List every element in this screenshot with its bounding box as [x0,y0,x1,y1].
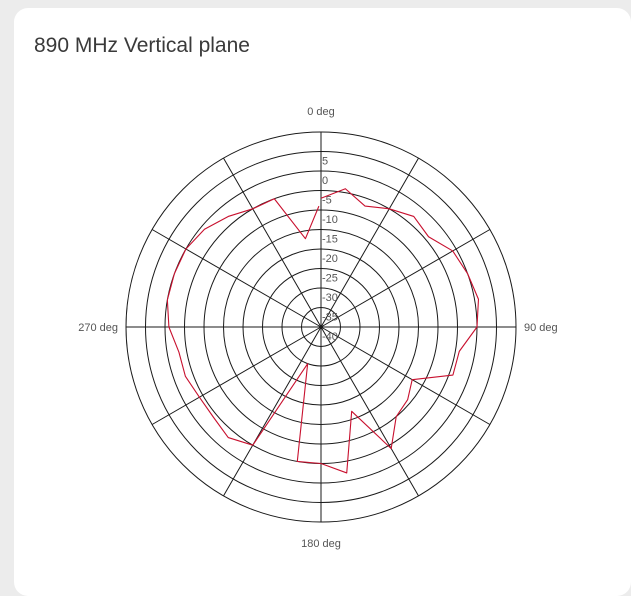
radial-tick-labels: 5 0 -5 -10 -15 -20 -25 -30 -35 -40 [322,156,338,344]
grid-spoke [320,157,419,328]
radial-tick-label: -15 [322,234,338,246]
radial-tick-label: -35 [322,312,338,324]
grid-spoke [320,229,491,328]
grid-spoke [320,326,419,497]
radial-tick-label: -40 [322,331,338,343]
angle-labels: 0 deg 90 deg 180 deg 270 deg [78,106,557,550]
radial-tick-label: -20 [322,253,338,265]
angle-label: 270 deg [78,322,118,334]
grid-spoke [223,326,322,497]
radial-tick-label: -5 [322,195,332,207]
chart-card: 890 MHz Vertical plane 5 0 -5 -10 -15 -20 -25 -… [14,8,631,596]
grid-spoke [151,229,322,328]
chart-title: 890 MHz Vertical plane [34,34,250,57]
polar-chart: 5 0 -5 -10 -15 -20 -25 -30 -35 -40 0 deg 90 deg 180… [78,106,557,550]
angle-label: 0 deg [307,106,335,118]
radial-tick-label: 0 [322,175,328,187]
series-layer [166,188,480,474]
radial-tick-label: 5 [322,156,328,168]
angle-label: 180 deg [301,538,341,550]
radial-tick-label: -30 [322,292,338,304]
grid-spoke [151,326,322,425]
radial-tick-label: -10 [322,214,338,226]
grid-spokes [126,132,516,522]
angle-label: 90 deg [524,322,558,334]
radial-tick-label: -25 [322,273,338,285]
pattern-series-line [166,188,480,474]
grid-spoke [320,326,491,425]
grid-spoke [223,157,322,328]
